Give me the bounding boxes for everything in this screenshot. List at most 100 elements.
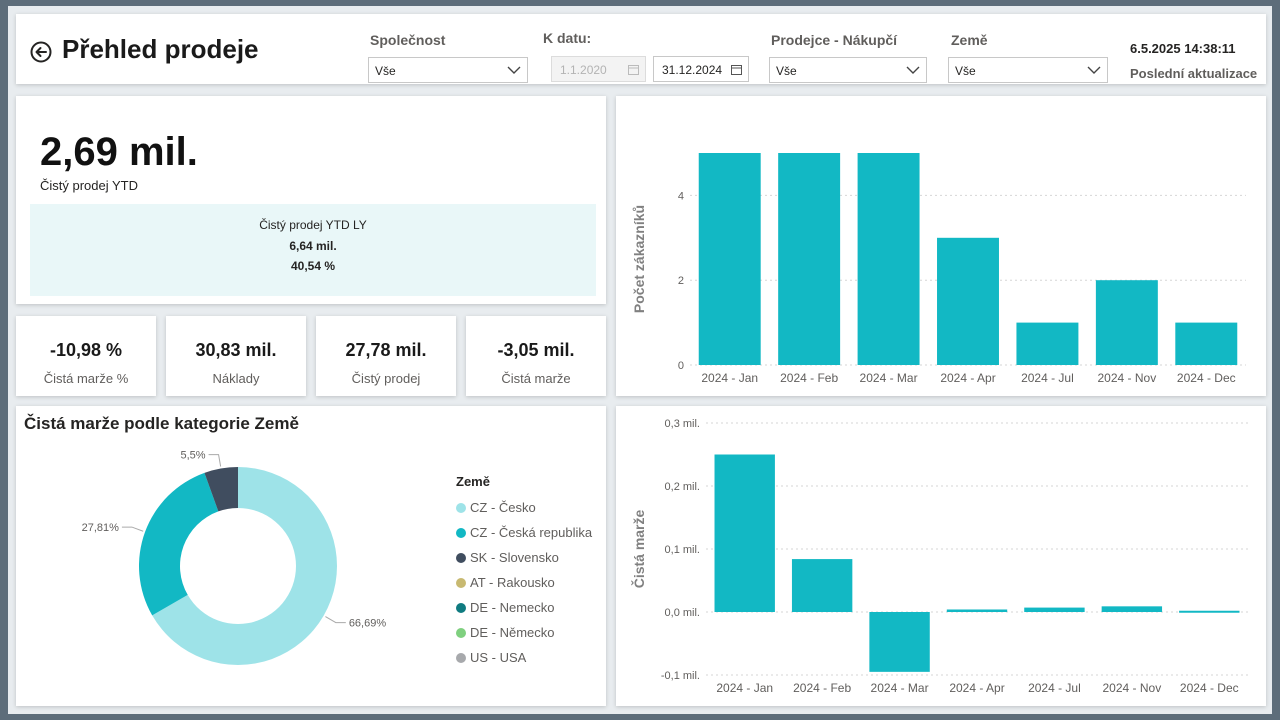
x-tick-label: 2024 - Jul — [1021, 371, 1074, 385]
country-dropdown[interactable]: Vše — [948, 57, 1108, 83]
net-sales-ytd-card[interactable]: 2,69 mil. Čistý prodej YTD Čistý prodej … — [16, 96, 606, 304]
legend-label: DE - Německo — [470, 625, 555, 640]
bar — [1016, 322, 1079, 365]
y-tick-label: 0,1 mil. — [665, 544, 700, 556]
net-sales-ytd-caption: Čistý prodej YTD — [40, 178, 139, 193]
kpi-value: -3,05 mil. — [497, 340, 575, 360]
donut-slice — [139, 472, 219, 616]
donut-slice — [152, 467, 337, 665]
country-dropdown-value: Vše — [955, 64, 976, 78]
x-tick-label: 2024 - Apr — [949, 681, 1004, 695]
legend-dot-icon — [456, 527, 466, 538]
x-tick-label: 2024 - Feb — [793, 681, 851, 695]
legend-dot-icon — [456, 602, 466, 613]
legend-dot-icon — [456, 552, 466, 563]
x-tick-label: 2024 - Dec — [1177, 371, 1236, 385]
seller-dropdown-value: Vše — [776, 64, 797, 78]
margin-by-country-donut: 66,69% 27,81% 5,5% — [82, 450, 387, 665]
customer-count-chart: 0 2 4 Počet zákazníků 2024 - Jan 2024 - Feb 20… — [631, 153, 1246, 385]
bar — [714, 454, 775, 612]
calendar-icon — [628, 65, 639, 75]
chevron-down-icon — [906, 66, 920, 74]
y-tick-label: 4 — [678, 190, 684, 202]
y-tick-label: 0,0 mil. — [665, 607, 700, 619]
kpi-card-costs[interactable]: 30,83 mil. Náklady — [166, 316, 306, 396]
bar — [937, 237, 999, 365]
seller-dropdown[interactable]: Vše — [769, 57, 927, 83]
date-filter-label: K datu: — [543, 30, 592, 46]
legend-item[interactable]: DE - Německo — [456, 620, 592, 645]
kpi-card-net-margin[interactable]: -3,05 mil. Čistá marže — [466, 316, 606, 396]
x-tick-label: 2024 - Jul — [1028, 681, 1081, 695]
y-tick-label: 0 — [678, 360, 684, 372]
slice-label: 5,5% — [180, 450, 205, 462]
date-to-value: 31.12.2024 — [662, 63, 723, 77]
kpi-caption: Čistá marže % — [43, 371, 129, 386]
chevron-down-icon — [507, 66, 521, 74]
y-axis-label: Počet zákazníků — [631, 205, 647, 313]
date-from-input[interactable]: 1.1.2020 — [551, 56, 646, 82]
margin-by-country-card[interactable]: Čistá marže podle kategorie Země 66,69% 2… — [16, 406, 606, 706]
calendar-icon — [731, 65, 742, 75]
kpi-card-net-sales[interactable]: 27,78 mil. Čistý prodej — [316, 316, 456, 396]
bar — [698, 153, 761, 365]
company-dropdown[interactable]: Vše — [368, 57, 528, 83]
bar — [778, 153, 841, 365]
legend-dot-icon — [456, 577, 466, 588]
bar — [1175, 322, 1238, 365]
company-dropdown-value: Vše — [375, 64, 396, 78]
bar — [946, 609, 1008, 612]
x-tick-label: 2024 - Mar — [860, 371, 918, 385]
x-tick-label: 2024 - Feb — [780, 371, 838, 385]
y-tick-label: 0,2 mil. — [665, 481, 700, 493]
donut-legend: Země CZ - Česko CZ - Česká republika SK - … — [456, 474, 592, 670]
legend-title: Země — [456, 474, 490, 489]
last-year-title: Čistý prodej YTD LY — [259, 218, 367, 232]
bar — [1095, 280, 1158, 365]
last-year-percent: 40,54 % — [290, 259, 336, 273]
legend-label: DE - Nemecko — [470, 600, 555, 615]
legend-dot-icon — [456, 627, 466, 638]
bar — [791, 559, 853, 612]
x-tick-label: 2024 - Nov — [1103, 681, 1162, 695]
last-year-value: 6,64 mil. — [289, 239, 337, 253]
y-axis-label: Čistá marže — [630, 509, 647, 588]
legend-item[interactable]: SK - Slovensko — [456, 545, 592, 570]
net-margin-chart-card[interactable]: -0,1 mil. 0,0 mil. 0,1 mil. 0,2 mil. 0,3 mil… — [616, 406, 1266, 706]
back-arrow-icon[interactable] — [30, 41, 52, 63]
legend-dot-icon — [456, 502, 466, 513]
slice-label: 66,69% — [349, 618, 387, 630]
kpi-caption: Náklady — [212, 371, 260, 386]
header-bar: Přehled prodeje Společnost Vše K datu: 1… — [16, 14, 1266, 84]
y-tick-label: -0,1 mil. — [661, 670, 700, 682]
y-tick-label: 0,3 mil. — [665, 418, 700, 430]
x-tick-label: 2024 - Jan — [701, 371, 758, 385]
last-year-box: Čistý prodej YTD LY 6,64 mil. 40,54 % — [30, 204, 596, 296]
leader-line — [121, 526, 144, 532]
donut-chart-title: Čistá marže podle kategorie Země — [24, 414, 299, 433]
x-tick-label: 2024 - Nov — [1098, 371, 1157, 385]
last-refresh-time: 6.5.2025 14:38:11 — [1130, 41, 1236, 56]
bar — [1101, 606, 1163, 612]
company-filter-label: Společnost — [370, 32, 446, 48]
kpi-value: 27,78 mil. — [345, 340, 427, 360]
kpi-value: -10,98 % — [49, 340, 123, 360]
legend-item[interactable]: DE - Nemecko — [456, 595, 592, 620]
kpi-card-net-margin-pct[interactable]: -10,98 % Čistá marže % — [16, 316, 156, 396]
net-sales-ytd-value: 2,69 mil. — [40, 130, 198, 174]
legend-item[interactable]: US - USA — [456, 645, 592, 670]
bar — [1179, 610, 1240, 613]
customer-count-chart-card[interactable]: 0 2 4 Počet zákazníků 2024 - Jan 2024 - Feb 20… — [616, 96, 1266, 396]
legend-item[interactable]: AT - Rakousko — [456, 570, 592, 595]
slice-label: 27,81% — [82, 522, 120, 534]
legend-label: AT - Rakousko — [470, 575, 555, 590]
last-refresh-label: Poslední aktualizace — [1130, 66, 1258, 81]
legend-item[interactable]: CZ - Česko — [456, 495, 592, 520]
kpi-caption: Čistý prodej — [351, 371, 421, 386]
legend-item[interactable]: CZ - Česká republika — [456, 520, 592, 545]
bar — [869, 612, 930, 672]
country-filter-label: Země — [951, 32, 988, 48]
date-to-input[interactable]: 31.12.2024 — [653, 56, 749, 82]
kpi-caption: Čistá marže — [501, 371, 571, 386]
legend-label: CZ - Česko — [470, 500, 536, 515]
